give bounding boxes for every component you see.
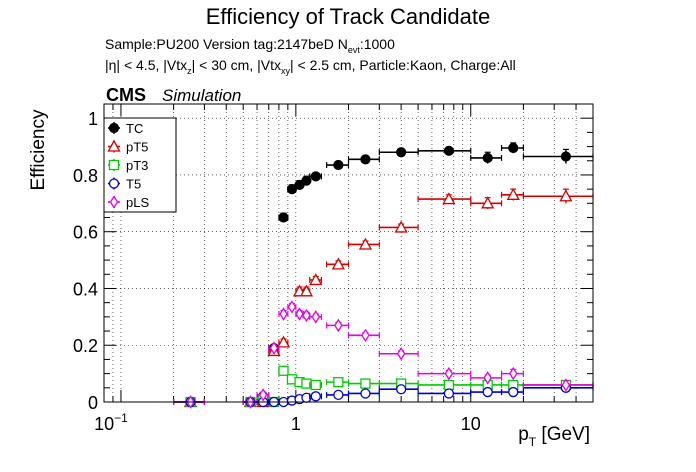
data-point bbox=[443, 145, 454, 156]
data-point bbox=[278, 365, 289, 376]
data-point bbox=[396, 147, 407, 158]
data-point bbox=[310, 379, 321, 391]
tick-labels: 0 0.2 0.4 0.6 0.8 1 10−1 1 10 bbox=[73, 109, 481, 434]
legend-marker bbox=[107, 139, 121, 152]
y-tick-label: 1 bbox=[88, 109, 98, 129]
data-point bbox=[334, 318, 343, 333]
legend-marker bbox=[108, 159, 120, 171]
legend: TC pT5 pT3 T5 pLS bbox=[103, 117, 177, 213]
y-tick-label: 0.8 bbox=[73, 166, 98, 186]
data-point bbox=[258, 388, 268, 402]
data-point bbox=[333, 159, 344, 171]
data-point bbox=[360, 378, 371, 389]
data-point bbox=[482, 152, 493, 164]
data-point bbox=[559, 189, 573, 202]
data-point bbox=[295, 307, 304, 321]
x-tick-label: 10 bbox=[461, 414, 481, 434]
data-point bbox=[276, 335, 291, 348]
simulation-label: Simulation bbox=[162, 86, 241, 105]
series-t5 bbox=[172, 382, 594, 408]
data-point bbox=[508, 366, 518, 381]
legend-marker bbox=[108, 178, 120, 189]
legend-marker bbox=[109, 195, 119, 209]
data-point bbox=[560, 151, 572, 162]
data-point bbox=[286, 184, 298, 195]
data-point bbox=[481, 196, 495, 209]
subtitle-line-2: |η| < 4.5, |Vtxz| < 30 cm, |Vtxxy| < 2.5… bbox=[105, 57, 516, 76]
data-point bbox=[279, 307, 288, 321]
data-point bbox=[301, 175, 312, 186]
data-point bbox=[508, 386, 519, 398]
data-point bbox=[361, 328, 370, 343]
data-point bbox=[360, 154, 371, 165]
data-point bbox=[360, 388, 371, 399]
data-point bbox=[331, 257, 345, 270]
data-point bbox=[483, 371, 492, 385]
data-point bbox=[444, 366, 454, 381]
data-point bbox=[482, 386, 493, 398]
grid bbox=[103, 104, 594, 403]
subtitle-line-1: Sample:PU200 Version tag:2147beD Nevt:10… bbox=[105, 36, 395, 55]
data-point bbox=[299, 284, 314, 297]
data-point bbox=[333, 389, 344, 401]
data-point bbox=[311, 310, 321, 324]
data-point bbox=[506, 187, 520, 200]
data-series bbox=[172, 142, 594, 409]
data-point bbox=[443, 388, 455, 399]
x-tick-label: 10−1 bbox=[94, 411, 128, 434]
series-tc bbox=[172, 142, 594, 408]
legend-label: T5 bbox=[126, 177, 141, 192]
data-point bbox=[358, 237, 373, 250]
x-axis-label: pT [GeV] bbox=[518, 424, 590, 449]
legend-label: TC bbox=[126, 121, 143, 136]
y-tick-label: 0.6 bbox=[73, 223, 98, 243]
series-pt5 bbox=[172, 187, 594, 408]
chart-title: Efficiency of Track Candidate bbox=[206, 4, 491, 29]
data-point bbox=[333, 376, 344, 388]
series-pls bbox=[172, 300, 594, 409]
y-axis-label: Efficiency bbox=[28, 109, 49, 190]
series-pt3 bbox=[172, 365, 594, 408]
y-tick-label: 0.4 bbox=[73, 279, 98, 299]
data-point bbox=[309, 273, 323, 286]
data-point bbox=[269, 341, 279, 355]
cms-label: CMS bbox=[106, 85, 146, 105]
x-tick-label: 1 bbox=[291, 414, 301, 434]
data-point bbox=[310, 171, 321, 182]
data-point bbox=[443, 379, 455, 391]
data-point bbox=[287, 300, 297, 314]
data-point bbox=[302, 308, 311, 323]
legend-label: pT5 bbox=[126, 140, 148, 155]
y-tick-label: 0.2 bbox=[73, 336, 98, 356]
data-point bbox=[396, 347, 406, 361]
data-point bbox=[396, 384, 407, 395]
data-point bbox=[508, 142, 519, 154]
y-tick-label: 0 bbox=[88, 393, 98, 413]
plot-frame bbox=[103, 103, 594, 403]
data-point bbox=[278, 212, 289, 223]
legend-label: pLS bbox=[126, 195, 149, 210]
data-point bbox=[394, 220, 408, 233]
data-point bbox=[561, 378, 571, 392]
data-point bbox=[442, 192, 456, 205]
legend-label: pT3 bbox=[126, 158, 148, 173]
data-point bbox=[310, 391, 321, 402]
legend-marker bbox=[108, 122, 120, 134]
